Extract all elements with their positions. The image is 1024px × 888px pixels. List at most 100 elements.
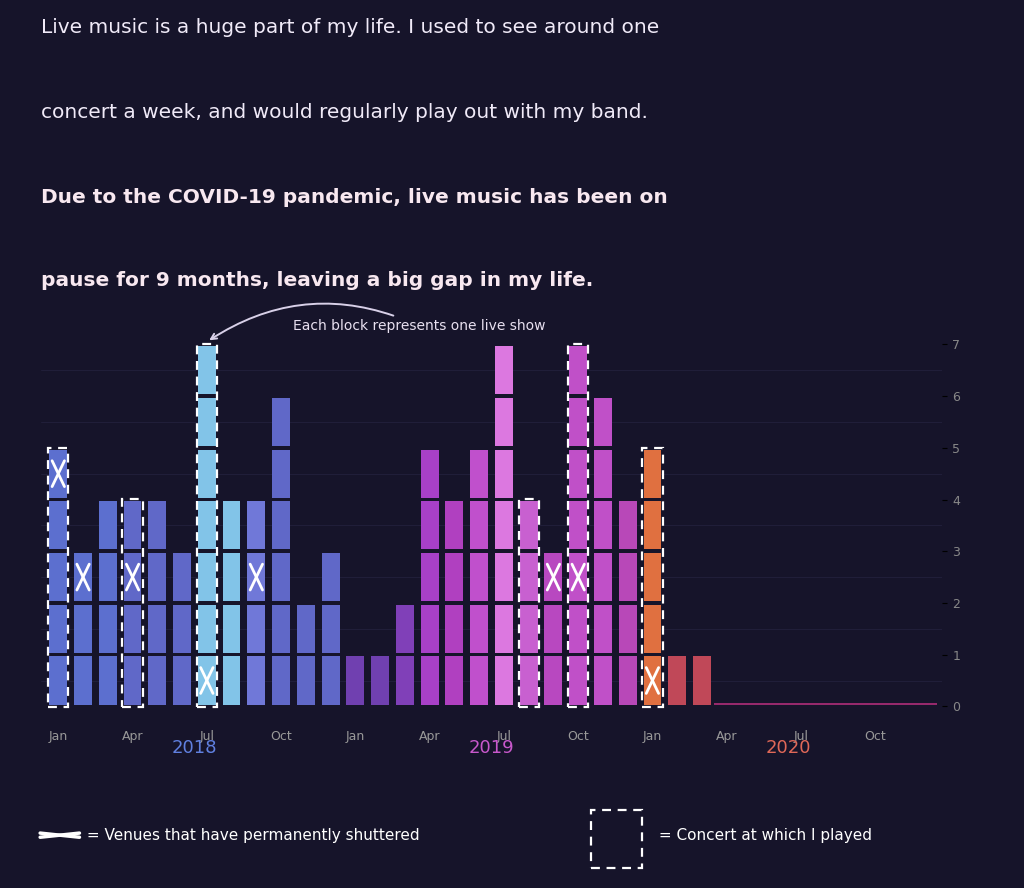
Bar [421, 656, 438, 704]
Bar [124, 553, 141, 601]
Bar [594, 502, 611, 550]
Bar [272, 605, 290, 653]
Bar [568, 345, 589, 707]
Bar [642, 448, 663, 707]
Bar [272, 502, 290, 550]
Bar [49, 656, 68, 704]
Bar [248, 502, 265, 550]
Bar [495, 449, 513, 497]
Bar [495, 656, 513, 704]
Bar [124, 502, 141, 550]
Bar [198, 553, 216, 601]
Bar [445, 656, 463, 704]
Bar [248, 553, 265, 601]
Bar [470, 656, 488, 704]
Bar [569, 553, 587, 601]
Bar [49, 449, 68, 497]
Bar [495, 605, 513, 653]
Bar [297, 605, 314, 653]
Bar [123, 499, 142, 707]
Bar [198, 398, 216, 446]
Bar [297, 656, 314, 704]
Bar [495, 553, 513, 601]
Bar [99, 656, 117, 704]
Bar [643, 449, 662, 497]
Text: = Concert at which I played: = Concert at which I played [653, 828, 871, 843]
Bar [421, 449, 438, 497]
Bar [594, 656, 611, 704]
Bar [693, 656, 711, 704]
Bar [148, 553, 166, 601]
Text: Each block represents one live show: Each block represents one live show [211, 304, 546, 339]
Bar [591, 811, 642, 868]
Bar [643, 553, 662, 601]
Bar [470, 449, 488, 497]
Bar [222, 553, 241, 601]
Bar [124, 605, 141, 653]
Bar [248, 605, 265, 653]
Bar [594, 449, 611, 497]
Bar [173, 553, 191, 601]
Bar [545, 656, 562, 704]
Text: 2018: 2018 [172, 739, 217, 757]
Bar [445, 502, 463, 550]
Bar [421, 502, 438, 550]
Text: 2020: 2020 [766, 739, 811, 757]
Bar [74, 605, 92, 653]
Bar [594, 553, 611, 601]
Bar [520, 502, 538, 550]
Bar [222, 502, 241, 550]
Bar [669, 656, 686, 704]
Bar [569, 605, 587, 653]
Text: Live music is a huge part of my life. I used to see around one: Live music is a huge part of my life. I … [41, 18, 659, 36]
Bar [74, 553, 92, 601]
Bar [445, 553, 463, 601]
Bar [346, 656, 365, 704]
Bar [222, 605, 241, 653]
Bar [470, 502, 488, 550]
Bar [272, 398, 290, 446]
Bar [148, 502, 166, 550]
Text: concert a week, and would regularly play out with my band.: concert a week, and would regularly play… [41, 103, 648, 122]
Text: Due to the COVID-19 pandemic, live music has been on: Due to the COVID-19 pandemic, live music… [41, 188, 668, 207]
Bar [99, 502, 117, 550]
Bar [248, 656, 265, 704]
Bar [99, 553, 117, 601]
Bar [48, 448, 69, 707]
Bar [197, 345, 217, 707]
Bar [520, 656, 538, 704]
Bar [495, 398, 513, 446]
Bar [173, 656, 191, 704]
Bar [618, 656, 637, 704]
Bar [643, 605, 662, 653]
Bar [198, 502, 216, 550]
Bar [470, 553, 488, 601]
Bar [569, 449, 587, 497]
Text: pause for 9 months, leaving a big gap in my life.: pause for 9 months, leaving a big gap in… [41, 271, 593, 289]
Bar [643, 502, 662, 550]
Bar [396, 656, 414, 704]
Bar [74, 656, 92, 704]
Bar [198, 656, 216, 704]
Bar [322, 656, 340, 704]
Bar [445, 605, 463, 653]
Bar [272, 553, 290, 601]
Bar [594, 398, 611, 446]
Bar [618, 502, 637, 550]
Bar [569, 502, 587, 550]
Bar [322, 605, 340, 653]
Bar [49, 553, 68, 601]
Bar [518, 499, 539, 707]
Text: 2019: 2019 [469, 739, 514, 757]
Bar [421, 553, 438, 601]
Bar [594, 605, 611, 653]
Bar [618, 553, 637, 601]
Bar [198, 346, 216, 394]
Bar [99, 605, 117, 653]
Bar [421, 605, 438, 653]
Bar [520, 553, 538, 601]
Bar [272, 656, 290, 704]
Bar [198, 605, 216, 653]
Text: = Venues that have permanently shuttered: = Venues that have permanently shuttered [82, 828, 420, 843]
Bar [545, 605, 562, 653]
